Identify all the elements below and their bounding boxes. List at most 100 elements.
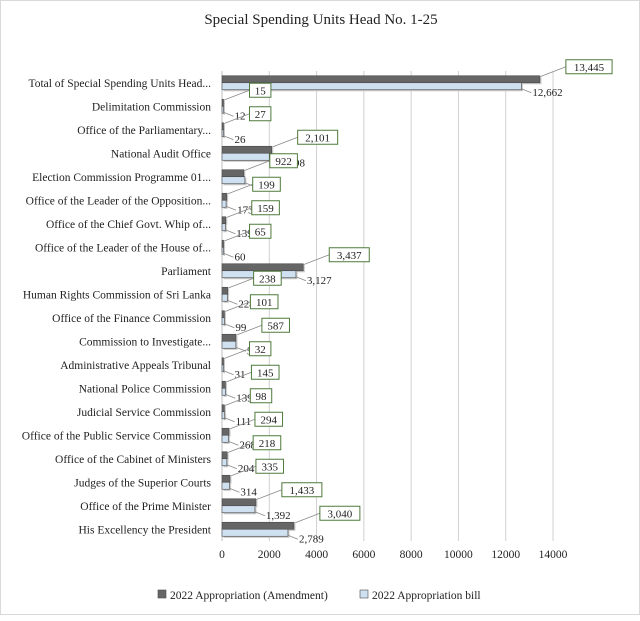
bar-appropriation-bill — [221, 293, 228, 302]
data-label-box — [252, 176, 281, 192]
data-label-box — [252, 435, 282, 451]
bar-shadow — [223, 406, 226, 414]
legend-label-amendment: 2022 Appropriation (Amendment) — [170, 590, 328, 602]
bar-amendment — [221, 145, 272, 154]
data-label-leader — [223, 252, 234, 258]
data-label-leader — [223, 135, 234, 141]
category-label: Parliament — [161, 266, 212, 278]
bar-appropriation-bill — [221, 458, 228, 467]
data-label-bill: 1,392 — [266, 510, 291, 522]
data-label-amendment: 218 — [259, 438, 276, 450]
data-label-bill: 99 — [235, 322, 247, 334]
data-label-leader — [223, 370, 234, 376]
category-label: Office of the Finance Commission — [52, 313, 211, 325]
data-label-box — [261, 317, 290, 333]
bar-amendment — [221, 192, 228, 201]
data-label-leader — [295, 276, 307, 282]
data-label-bill: 12 — [235, 110, 246, 122]
legend-swatch-bill — [359, 589, 369, 599]
category-label: Office of the Cabinet of Ministers — [55, 454, 211, 466]
data-label-amendment: 15 — [255, 85, 267, 97]
data-label-amendment: 65 — [255, 226, 267, 238]
data-label-leader — [227, 299, 238, 305]
data-label-leader — [227, 442, 254, 454]
bar-amendment — [221, 380, 226, 389]
data-label-box — [254, 411, 284, 427]
data-label-amendment: 587 — [267, 320, 284, 332]
bar-appropriation-bill — [221, 434, 229, 443]
data-label-leader — [224, 323, 235, 329]
data-label-box — [249, 82, 272, 98]
bar-amendment — [221, 263, 304, 272]
bar-appropriation-bill — [221, 481, 230, 490]
data-label-amendment: 199 — [258, 179, 275, 191]
data-label-leader — [303, 254, 330, 266]
bars — [221, 75, 542, 538]
data-label-leader — [271, 136, 298, 148]
category-label: Administrative Appeals Tribunal — [60, 360, 211, 372]
data-label-bill: 26 — [235, 134, 247, 146]
data-label-box — [249, 341, 272, 357]
data-label-amendment: 2,101 — [305, 132, 330, 144]
data-label-box — [249, 223, 272, 239]
bar-amendment — [221, 169, 245, 178]
data-label-leader — [255, 489, 283, 501]
data-label-leader — [226, 183, 253, 195]
chart-title: Special Spending Units Head No. 1-25 — [204, 12, 437, 28]
data-label-bill: 60 — [235, 251, 247, 263]
bar-appropriation-bill — [221, 528, 289, 537]
bar-amendment — [221, 75, 541, 84]
category-label: Office of the Leader of the House of... — [35, 242, 211, 254]
data-label-amendment: 238 — [259, 273, 276, 285]
category-label: Judges of the Superior Courts — [74, 477, 211, 489]
bar-amendment — [221, 239, 224, 248]
data-label-leader — [521, 88, 532, 94]
category-label: Office of the Chief Govt. Whip of... — [46, 219, 211, 231]
data-label-leader — [226, 464, 237, 470]
data-label-leader — [225, 393, 236, 399]
data-label-bill: 139 — [236, 228, 253, 240]
bar-amendment — [221, 498, 257, 507]
bar-appropriation-bill — [221, 387, 226, 396]
bar-amendment — [221, 286, 228, 295]
data-label-leader — [225, 207, 252, 219]
data-label-amendment: 101 — [256, 297, 273, 309]
bar-amendment — [221, 333, 237, 342]
data-label-amendment: 159 — [257, 203, 274, 215]
bar-amendment — [221, 474, 231, 483]
bar-amendment — [221, 98, 224, 107]
bar-appropriation-bill — [221, 505, 256, 514]
data-label-box — [249, 388, 273, 404]
bar-shadow — [223, 319, 226, 327]
data-labels: 13,44512,662151227262,1011,9989229681991… — [223, 59, 613, 545]
bar-appropriation-bill — [221, 152, 270, 161]
data-label-leader — [254, 511, 266, 517]
data-label-amendment: 27 — [255, 109, 267, 121]
data-label-leader — [229, 487, 240, 493]
data-label-box — [249, 106, 272, 122]
data-label-box — [250, 364, 280, 380]
data-label-leader — [227, 277, 254, 289]
data-label-leader — [235, 324, 263, 336]
data-label-amendment: 922 — [275, 156, 292, 168]
category-label: Office of the Parliamentary... — [77, 125, 211, 137]
category-label: Total of Special Spending Units Head... — [28, 78, 211, 90]
bar-amendment — [221, 122, 224, 131]
bar-appropriation-bill — [221, 82, 522, 91]
data-label-leader — [224, 395, 251, 407]
x-tick-label: 12000 — [491, 549, 520, 561]
category-label: National Police Commission — [79, 383, 211, 395]
data-label-leader — [293, 512, 321, 524]
legend-label-bill: 2022 Appropriation bill — [372, 590, 481, 602]
category-label: National Audit Office — [111, 148, 211, 160]
bar-appropriation-bill — [221, 411, 225, 420]
data-label-box — [319, 505, 361, 521]
data-label-leader — [539, 66, 567, 78]
data-label-box — [255, 458, 285, 474]
data-label-box — [253, 270, 282, 286]
category-label: Human Rights Commission of Sri Lanka — [23, 289, 211, 301]
bar-appropriation-bill — [221, 223, 226, 232]
data-label-bill: 314 — [240, 486, 257, 498]
data-label-leader — [243, 160, 270, 172]
